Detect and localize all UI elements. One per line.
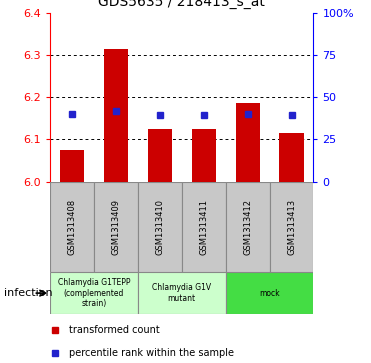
Text: Chlamydia G1TEPP
(complemented
strain): Chlamydia G1TEPP (complemented strain) <box>58 278 130 308</box>
Text: Chlamydia G1V
mutant: Chlamydia G1V mutant <box>152 284 211 303</box>
Bar <box>138 182 182 272</box>
Text: GSM1313411: GSM1313411 <box>199 199 208 255</box>
Bar <box>270 182 313 272</box>
Text: transformed count: transformed count <box>69 325 159 335</box>
Bar <box>138 272 226 314</box>
Text: mock: mock <box>259 289 280 298</box>
Bar <box>236 103 260 182</box>
Text: GSM1313413: GSM1313413 <box>287 199 296 255</box>
Bar <box>104 49 128 182</box>
Text: infection: infection <box>4 288 52 298</box>
Bar <box>279 133 303 182</box>
Bar <box>148 129 172 182</box>
Text: GSM1313412: GSM1313412 <box>243 199 252 255</box>
Bar <box>226 182 270 272</box>
Bar <box>192 129 216 182</box>
Bar <box>182 182 226 272</box>
Text: GSM1313410: GSM1313410 <box>155 199 164 255</box>
Bar <box>226 272 313 314</box>
Text: percentile rank within the sample: percentile rank within the sample <box>69 348 233 358</box>
Text: GSM1313409: GSM1313409 <box>111 199 121 255</box>
Bar <box>60 150 84 182</box>
Text: GSM1313408: GSM1313408 <box>68 199 76 255</box>
Title: GDS5635 / 218413_s_at: GDS5635 / 218413_s_at <box>98 0 265 9</box>
Bar <box>94 182 138 272</box>
Bar <box>50 272 138 314</box>
Bar <box>50 182 94 272</box>
